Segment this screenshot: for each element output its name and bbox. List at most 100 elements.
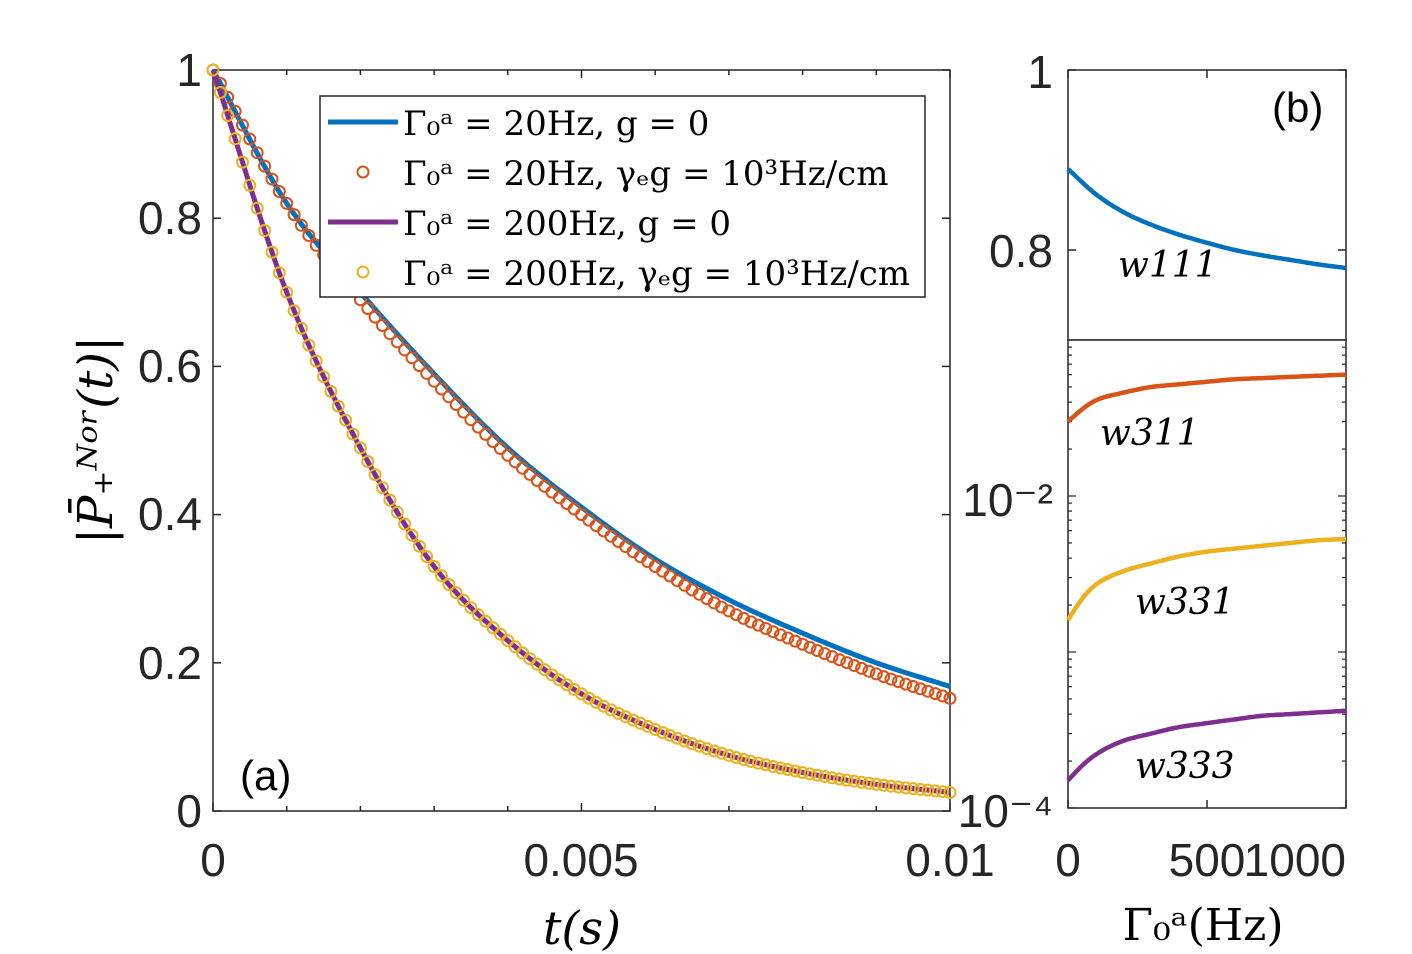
a-series-marker-2 [236,118,249,132]
a-series-marker-4 [744,754,758,768]
a-ylabel: |P̄₊ᴺᵒʳ(t)| [66,336,124,544]
a-series-marker-2 [471,420,485,434]
a-series-marker-2 [280,196,294,210]
a-series-marker-2 [294,218,308,232]
a-series-marker-2 [405,351,419,365]
a-series-marker-4 [287,304,301,318]
a-series-marker-4 [862,776,876,790]
a-series-marker-4 [663,728,677,742]
a-series-marker-4 [678,734,692,748]
a-series-marker-2 [250,146,264,160]
a-series-marker-4 [700,742,714,756]
a-series-marker-4 [493,627,507,641]
a-series-marker-2 [493,442,507,455]
a-series-marker-4 [855,775,869,789]
a-series-marker-2 [788,634,802,648]
a-series-marker-4 [943,786,957,799]
a-series-marker-2 [833,653,846,667]
a-series-marker-2 [707,596,721,610]
a-series-marker-4 [899,781,913,795]
a-series-marker-2 [412,359,426,373]
a-series-marker-2 [729,608,743,622]
a-series-marker-2 [818,647,832,661]
label-w111: w111 [1118,245,1218,286]
a-series-marker-4 [324,385,338,398]
a-series-marker-4 [427,560,441,573]
a-series-marker-2 [877,670,891,684]
a-series-marker-4 [213,86,227,99]
a-series-marker-4 [796,766,810,779]
a-series-marker-4 [634,716,647,730]
a-series-marker-4 [810,768,824,782]
a-series-marker-4 [265,245,279,259]
a-ytick-0.8: 0.8 [138,192,202,244]
a-series-marker-4 [361,455,375,468]
a-series-marker-4 [457,593,471,607]
a-series-marker-4 [471,608,485,622]
a-series-marker-2 [376,319,389,332]
panel-b-ticks [1067,69,1347,809]
b-xtick-0: 0 [1055,834,1081,886]
legend-entry-2: Γ₀ᵃ = 20Hz, γₑg = 10³Hz/cm [403,154,888,194]
a-series-marker-4 [803,767,817,781]
a-series-marker-4 [906,782,920,796]
a-series-marker-4 [228,132,242,146]
a-series-marker-2 [796,637,810,651]
a-series-marker-2 [766,625,780,639]
a-series-marker-4 [309,354,323,368]
a-series-marker-4 [936,785,950,799]
a-series-marker-4 [891,780,905,794]
a-series-marker-4 [317,370,331,384]
curve-w311 [1066,372,1347,424]
a-series-marker-4 [449,586,463,600]
a-series-marker-4 [656,726,670,739]
a-ytick-0.4: 0.4 [138,488,202,540]
a-series-marker-2 [759,622,773,635]
a-series-marker-4 [582,691,596,705]
a-series-marker-4 [339,413,353,427]
b-xtick-500: 500 [1169,834,1246,886]
a-series-marker-2 [287,208,301,222]
a-xlabel: t(s) [543,901,621,954]
a-series-marker-2 [390,335,404,349]
a-series-marker-4 [707,744,721,758]
a-series-marker-2 [258,159,272,173]
a-series-marker-4 [611,706,625,720]
b-xlabel: Γ₀ᵃ(Hz) [1122,900,1283,951]
a-series-marker-4 [376,481,389,495]
a-series-marker-4 [840,773,854,787]
a-series-marker-2 [884,672,898,686]
panel-a-series [206,63,957,799]
a-series-marker-2 [715,600,728,614]
a-series-marker-4 [280,285,294,299]
a-series-marker-4 [258,224,272,237]
a-series-marker-2 [899,677,913,691]
a-series-marker-4 [722,748,736,762]
a-series-marker-4 [597,699,611,713]
a-series-marker-4 [302,338,316,352]
a-series-marker-4 [368,468,382,482]
a-series-marker-4 [641,719,655,733]
a-series-marker-2 [361,302,375,315]
a-series-marker-4 [405,528,419,542]
a-series-marker-4 [884,779,898,793]
a-series-marker-4 [331,399,345,413]
legend: Γ₀ᵃ = 20Hz, g = 0 Γ₀ᵃ = 20Hz, γₑg = 10³H… [319,95,926,298]
a-series-marker-4 [346,427,360,441]
a-series-marker-4 [272,266,286,280]
a-series-marker-2 [427,374,441,388]
a-series-marker-4 [626,713,640,727]
a-series-marker-2 [272,185,286,198]
panel-b: 1 0.8 10⁻² 10⁻⁴ 0 500 1000 Γ₀ᵃ(Hz) (b) w… [958,46,1347,951]
a-series-marker-4 [928,784,942,798]
a-xtick-0.005: 0.005 [523,834,638,886]
a-series-marker-4 [759,758,773,772]
a-series-marker-2 [464,413,478,427]
a-series-marker-2 [368,310,382,324]
panel-a-label: (a) [240,752,291,799]
a-series-marker-2 [398,343,412,357]
a-series-marker-2 [928,687,942,701]
a-xtick-0.01: 0.01 [905,834,995,886]
a-series-marker-4 [464,601,478,615]
